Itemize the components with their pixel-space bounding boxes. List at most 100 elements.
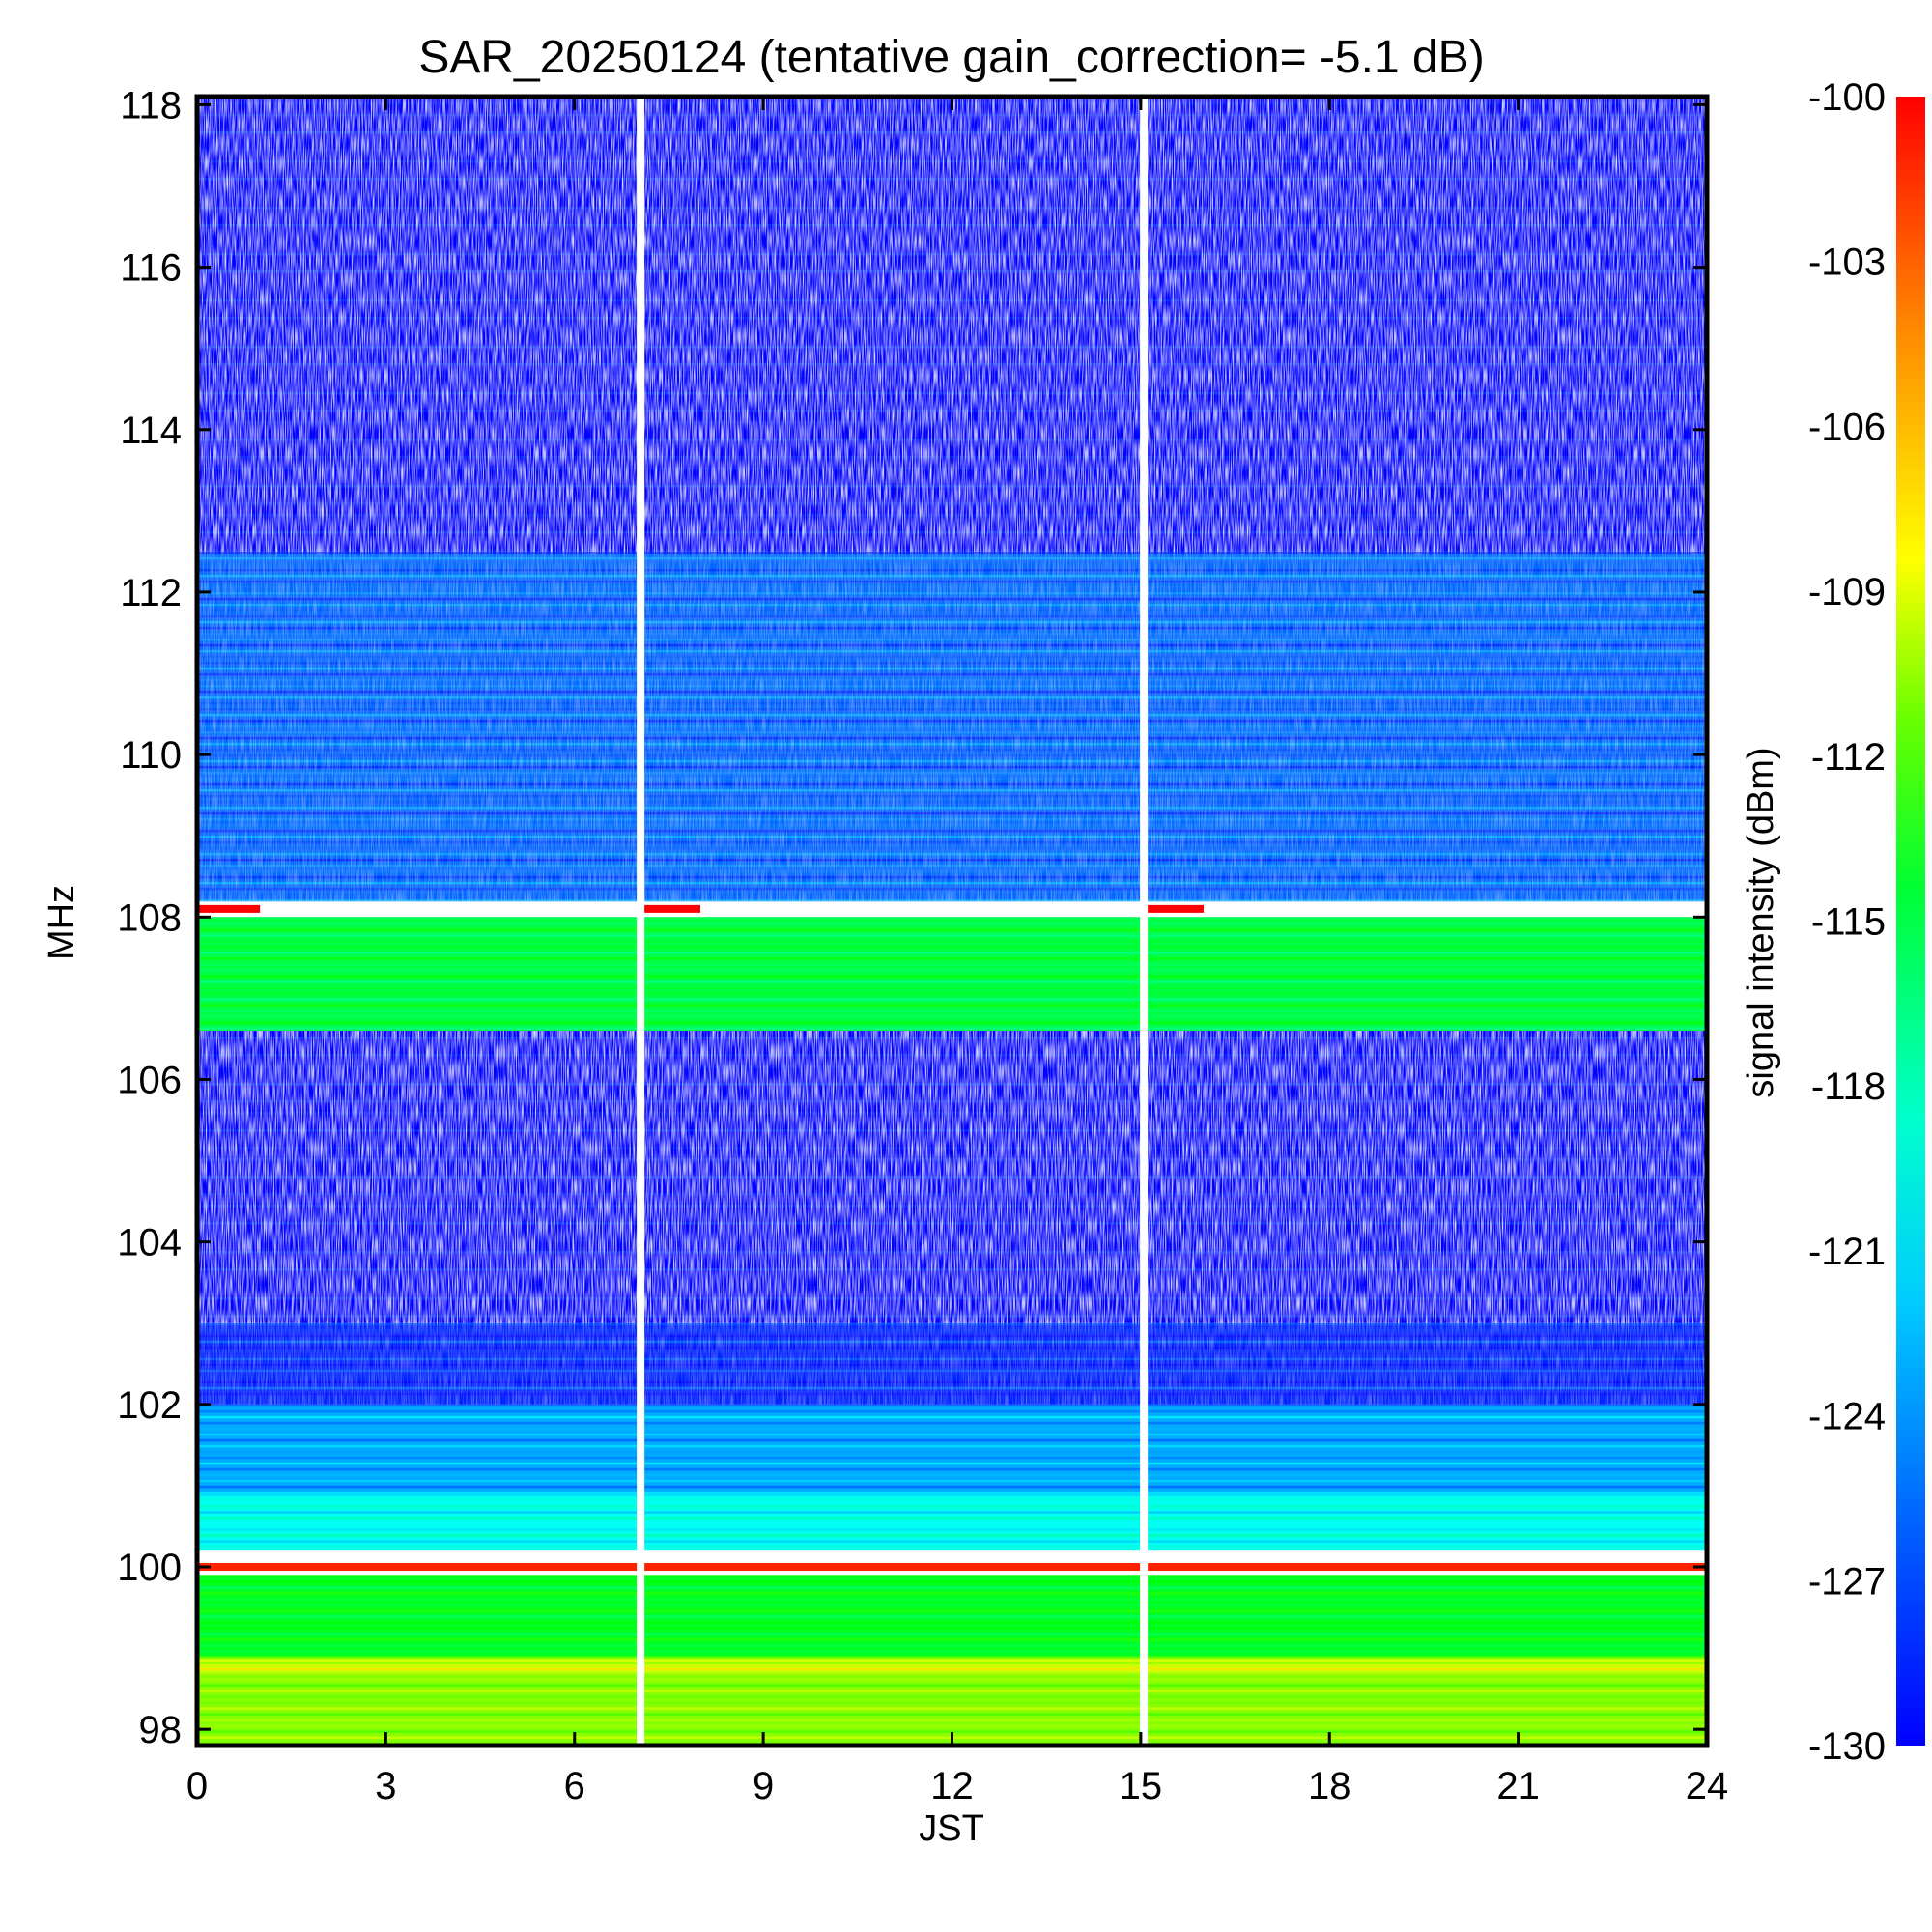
heatmap-noise xyxy=(197,1323,1707,1405)
heatmap-channel xyxy=(197,1580,1707,1583)
heatmap-channel xyxy=(197,1492,1707,1494)
chart-title: SAR_20250124 (tentative gain_correction=… xyxy=(418,32,1484,83)
heatmap-channel xyxy=(197,992,1707,995)
heatmap-channel xyxy=(197,952,1707,954)
heatmap-channel xyxy=(197,946,1707,949)
strong-signal-line xyxy=(1147,905,1204,913)
heatmap-channel xyxy=(197,1707,1707,1710)
x-tick-label: 12 xyxy=(930,1765,974,1807)
colorbar-tick-label: -103 xyxy=(1808,242,1886,284)
heatmap-channel xyxy=(197,1499,1707,1502)
heatmap-channel xyxy=(197,1434,1707,1436)
y-tick-label: 98 xyxy=(139,1709,183,1751)
colorbar xyxy=(1896,97,1925,1746)
colorbar-ticks: -100 -103 -106 -109 -112 -115 -118 -121 -124 -127… xyxy=(1808,76,1886,1768)
heatmap-channel xyxy=(197,934,1707,937)
heatmap-channel xyxy=(197,1021,1707,1024)
heatmap-channel xyxy=(197,1690,1707,1692)
x-tick-label: 9 xyxy=(753,1765,774,1807)
heatmap-channel xyxy=(197,1511,1707,1514)
y-tick-label: 114 xyxy=(120,410,182,452)
strong-signal-line xyxy=(197,1563,1707,1571)
heatmap-channel xyxy=(197,1428,1707,1431)
heatmap-bands xyxy=(197,97,1707,1746)
heatmap-channel xyxy=(197,1522,1707,1525)
heatmap-band xyxy=(197,917,1707,1031)
heatmap-channel xyxy=(197,957,1707,960)
heatmap-channel xyxy=(197,1672,1707,1675)
heatmap-channel xyxy=(197,1439,1707,1442)
colorbar-tick-label: -106 xyxy=(1808,406,1886,448)
heatmap-channel xyxy=(197,1009,1707,1012)
heatmap-channel xyxy=(197,1615,1707,1618)
strong-signal-line xyxy=(197,905,260,913)
heatmap-channel xyxy=(197,1468,1707,1471)
heatmap-channel xyxy=(197,1493,1707,1496)
heatmap-channel xyxy=(197,1540,1707,1543)
heatmap-channel xyxy=(197,1633,1707,1635)
heatmap-channel xyxy=(197,1575,1707,1577)
heatmap-channel xyxy=(197,1405,1707,1407)
heatmap-channel xyxy=(197,1695,1707,1698)
heatmap-channel xyxy=(197,1701,1707,1704)
heatmap-channel xyxy=(197,1719,1707,1721)
strong-signal-line xyxy=(643,905,700,913)
heatmap-channel xyxy=(197,1480,1707,1483)
heatmap-channel xyxy=(197,917,1707,920)
y-tick-label: 104 xyxy=(117,1222,182,1264)
colorbar-tick-label: -112 xyxy=(1811,736,1886,779)
x-tick-label: 6 xyxy=(564,1765,585,1807)
heatmap-channel xyxy=(197,1621,1707,1624)
colorbar-tick-label: -127 xyxy=(1808,1560,1886,1603)
colorbar-tick-label: -115 xyxy=(1811,901,1886,944)
colorbar-tick-label: -121 xyxy=(1808,1231,1886,1273)
heatmap-channel xyxy=(197,975,1707,978)
colorbar-tick-label: -118 xyxy=(1811,1065,1886,1108)
heatmap-channel xyxy=(197,1713,1707,1716)
heatmap-channel xyxy=(197,1416,1707,1419)
heatmap-channel xyxy=(197,923,1707,925)
heatmap-channel xyxy=(197,1609,1707,1612)
heatmap-channel xyxy=(197,969,1707,972)
heatmap-channel xyxy=(197,1422,1707,1425)
heatmap-channel xyxy=(197,1678,1707,1681)
heatmap-channel xyxy=(197,1474,1707,1477)
y-tick-label: 100 xyxy=(117,1547,182,1589)
heatmap-noise xyxy=(197,1031,1707,1323)
heatmap-channel xyxy=(197,980,1707,983)
heatmap-channel xyxy=(197,1463,1707,1465)
heatmap-channel xyxy=(197,1486,1707,1489)
heatmap-channel xyxy=(197,1656,1707,1659)
heatmap-channel xyxy=(197,1505,1707,1508)
heatmap-channel xyxy=(197,1451,1707,1454)
heatmap-channel xyxy=(197,998,1707,1001)
heatmap-channel xyxy=(197,1650,1707,1653)
y-tick-label: 118 xyxy=(120,84,182,127)
data-gap xyxy=(637,97,644,1746)
x-axis-label: JST xyxy=(919,1808,984,1849)
heatmap-channel xyxy=(197,1586,1707,1589)
heatmap-channel xyxy=(197,1684,1707,1687)
heatmap-channel xyxy=(197,1027,1707,1030)
heatmap-noise xyxy=(197,552,1707,901)
colorbar-tick-label: -109 xyxy=(1808,571,1886,613)
heatmap-channel xyxy=(197,1627,1707,1630)
heatmap-channel xyxy=(197,986,1707,989)
heatmap-channel xyxy=(197,1410,1707,1413)
y-tick-label: 116 xyxy=(120,247,182,290)
heatmap-channel xyxy=(197,1546,1707,1548)
colorbar-tick-label: -124 xyxy=(1808,1396,1886,1438)
heatmap-channel xyxy=(197,1592,1707,1595)
x-tick-label: 24 xyxy=(1686,1765,1729,1807)
colorbar-tick-label: -130 xyxy=(1808,1725,1886,1768)
heatmap-channel xyxy=(197,1638,1707,1641)
x-tick-label: 0 xyxy=(186,1765,208,1807)
heatmap-channel xyxy=(197,1517,1707,1520)
heatmap-channel xyxy=(197,1457,1707,1460)
y-tick-label: 106 xyxy=(117,1059,182,1101)
heatmap-channel xyxy=(197,1662,1707,1665)
y-tick-label: 108 xyxy=(117,896,182,939)
y-tick-label: 102 xyxy=(117,1384,182,1427)
heatmap-channel xyxy=(197,928,1707,931)
heatmap-channel xyxy=(197,1668,1707,1671)
